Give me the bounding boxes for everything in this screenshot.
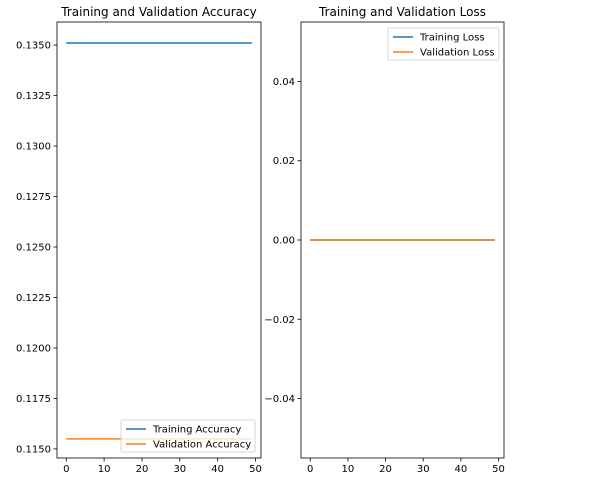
x-tick-label: 30 bbox=[173, 464, 186, 475]
x-tick-label: 30 bbox=[417, 464, 430, 475]
x-tick-label: 20 bbox=[136, 464, 149, 475]
x-tick-label: 40 bbox=[211, 464, 224, 475]
legend-box bbox=[120, 419, 256, 453]
x-tick-label: 50 bbox=[492, 464, 505, 475]
legend-label-1: Training Accuracy bbox=[152, 425, 241, 436]
y-tick-label: 0.1150 bbox=[16, 444, 51, 455]
legend: Training Loss Validation Loss bbox=[387, 27, 500, 61]
legend-label-2: Validation Loss bbox=[420, 48, 495, 59]
legend: Training Accuracy Validation Accuracy bbox=[120, 419, 256, 453]
x-tick-label: 40 bbox=[455, 464, 468, 475]
legend-box bbox=[387, 27, 500, 61]
y-tick-label: 0.1350 bbox=[16, 41, 51, 52]
axes-frame bbox=[56, 21, 262, 459]
y-tick-label: 0.00 bbox=[273, 236, 295, 247]
y-tick-label: 0.1225 bbox=[16, 293, 51, 304]
y-tick-label: 0.1175 bbox=[16, 394, 51, 405]
subplot-2: Training and Validation Loss 0 10 20 30 40 50 −… bbox=[264, 5, 505, 475]
y-tick-label: −0.04 bbox=[264, 394, 295, 405]
chart-title: Training and Validation Loss bbox=[318, 5, 486, 19]
y-tick-label: 0.1300 bbox=[16, 141, 51, 152]
y-tick-label: 0.1325 bbox=[16, 91, 51, 102]
y-tick-label: 0.1250 bbox=[16, 242, 51, 253]
legend-label-2: Validation Accuracy bbox=[153, 440, 251, 451]
y-tick-label: 0.1275 bbox=[16, 192, 51, 203]
subplot-1: Training and Validation Accuracy 0 10 20 30 4… bbox=[16, 5, 262, 475]
x-tick-label: 0 bbox=[63, 464, 69, 475]
x-tick-label: 10 bbox=[98, 464, 111, 475]
y-tick-label: −0.02 bbox=[264, 315, 295, 326]
x-tick-label: 0 bbox=[307, 464, 313, 475]
y-tick-label: 0.02 bbox=[273, 156, 295, 167]
x-tick-label: 50 bbox=[249, 464, 262, 475]
x-tick-label: 20 bbox=[379, 464, 392, 475]
y-tick-label: 0.1200 bbox=[16, 343, 51, 354]
x-tick-label: 10 bbox=[342, 464, 355, 475]
chart-title: Training and Validation Accuracy bbox=[60, 5, 256, 19]
y-tick-label: 0.04 bbox=[273, 77, 295, 88]
legend-label-1: Training Loss bbox=[419, 33, 485, 44]
